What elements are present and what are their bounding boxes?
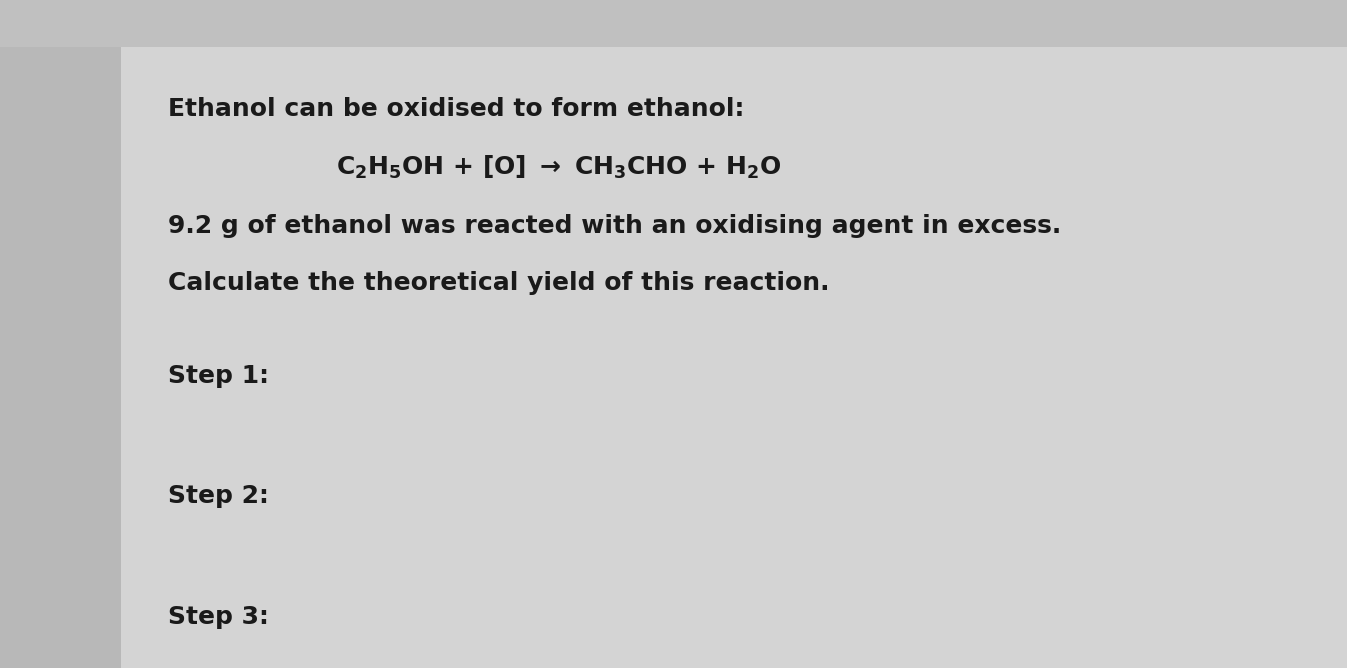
- Text: 9.2 g of ethanol was reacted with an oxidising agent in excess.: 9.2 g of ethanol was reacted with an oxi…: [168, 214, 1061, 238]
- Text: Calculate the theoretical yield of this reaction.: Calculate the theoretical yield of this …: [168, 271, 830, 295]
- Text: Step 1:: Step 1:: [168, 364, 269, 388]
- Text: Step 3:: Step 3:: [168, 605, 269, 629]
- Text: Ethanol can be oxidised to form ethanol:: Ethanol can be oxidised to form ethanol:: [168, 97, 745, 121]
- Text: $\mathbf{C_2H_5OH}$ $\mathbf{+}$ $\mathbf{[O]}$ $\mathbf{\rightarrow}$ $\mathbf{: $\mathbf{C_2H_5OH}$ $\mathbf{+}$ $\mathb…: [337, 154, 781, 181]
- Text: Step 2:: Step 2:: [168, 484, 269, 508]
